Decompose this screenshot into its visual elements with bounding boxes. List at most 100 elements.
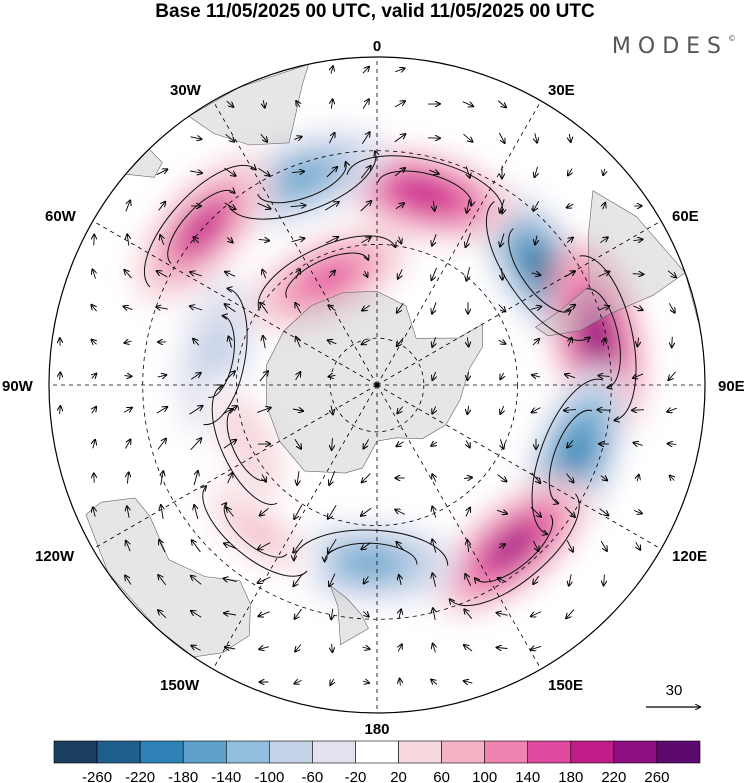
wind-arrow	[158, 202, 166, 211]
wind-arrow	[603, 339, 604, 346]
colorbar-tick-label: 100	[472, 769, 497, 783]
streamline	[215, 503, 288, 558]
wind-arrow	[296, 270, 300, 279]
lon-label-90w: 90W	[2, 378, 34, 395]
wind-arrow	[258, 576, 271, 583]
wind-arrow	[92, 340, 97, 345]
lon-label-150e: 150E	[548, 677, 583, 694]
wind-arrow	[463, 478, 472, 479]
wind-arrow	[222, 406, 237, 415]
wind-arrow	[433, 608, 435, 620]
wind-arrow	[633, 443, 643, 446]
colorbar-tick-label: -100	[254, 769, 284, 783]
wind-arrow	[465, 574, 472, 587]
streamline	[257, 235, 395, 311]
wind-arrow	[637, 475, 639, 482]
wind-arrow	[361, 542, 371, 550]
wind-arrow	[156, 307, 168, 309]
wind-arrow	[637, 337, 638, 347]
wind-arrow	[600, 476, 607, 481]
wind-arrow	[363, 439, 369, 448]
colorbar-swatch	[527, 740, 572, 764]
wind-arrow	[258, 168, 269, 175]
wind-arrow	[667, 408, 677, 412]
wind-arrow	[295, 303, 302, 314]
wind-arrow	[293, 573, 303, 586]
colorbar-tick-label: 20	[390, 769, 407, 783]
colorbar-swatch	[355, 740, 399, 764]
wind-arrow	[123, 408, 132, 413]
wind-arrow	[464, 645, 473, 652]
wind-arrow	[533, 540, 538, 551]
colorbar-swatch	[53, 740, 98, 764]
colorbar-tick-label: 220	[601, 769, 626, 783]
anomaly-pos-australia	[238, 512, 275, 545]
wind-arrow	[431, 680, 438, 685]
meridian-line	[212, 100, 378, 386]
meridian-line	[376, 384, 662, 550]
wind-arrow	[535, 133, 537, 142]
wind-streamlines	[143, 142, 637, 607]
wind-arrow	[361, 507, 372, 516]
wind-arrow	[500, 199, 505, 212]
wind-arrow	[295, 644, 302, 652]
wind-arrow	[223, 578, 237, 581]
wind-arrow	[566, 473, 573, 483]
streamline	[586, 288, 621, 387]
wind-arrow	[394, 168, 405, 177]
wind-arrow	[259, 371, 268, 382]
wind-arrow	[502, 268, 503, 279]
wind-arrow	[227, 473, 233, 484]
wind-arrow	[125, 440, 131, 449]
wind-arrow	[362, 611, 368, 616]
colorbar-swatch	[312, 740, 356, 764]
wind-arrow	[466, 508, 470, 517]
wind-arrow	[500, 405, 504, 414]
wind-arrow	[496, 510, 507, 513]
wind-arrow	[93, 440, 95, 449]
wind-arrow	[158, 610, 167, 619]
streamline	[579, 255, 637, 421]
wind-arrow	[566, 238, 573, 243]
land-south-america	[534, 190, 701, 337]
wind-arrow	[468, 371, 469, 380]
lon-label-120e: 120E	[672, 548, 707, 565]
wind-arrow	[362, 473, 371, 483]
wind-arrow	[467, 405, 468, 414]
latitude-circle	[329, 337, 425, 433]
wind-arrow	[432, 234, 437, 245]
wind-arrow	[633, 306, 642, 310]
wind-arrow	[429, 170, 438, 174]
wind-arrow	[535, 166, 538, 177]
anomaly-pos-atlantic	[398, 180, 451, 208]
wind-arrow	[466, 440, 470, 448]
streamline	[208, 316, 235, 398]
wind-arrow	[567, 204, 574, 207]
wind-arrow	[497, 648, 508, 649]
anomaly-neg-indian	[204, 334, 227, 379]
wind-arrow	[531, 273, 541, 275]
vector-reference: 30	[646, 682, 700, 707]
wind-arrow	[362, 305, 371, 310]
wind-arrow	[328, 133, 334, 144]
latitude-circle	[236, 244, 518, 526]
wind-arrow	[127, 472, 128, 484]
wind-arrow	[224, 202, 236, 210]
wind-arrow	[464, 681, 473, 683]
wind-arrow	[223, 440, 236, 449]
wind-arrow	[296, 101, 300, 108]
wind-arrow	[91, 305, 97, 312]
wind-arrow	[598, 272, 610, 277]
land-africa	[188, 63, 310, 146]
wind-arrow	[397, 302, 404, 313]
colorbar-swatch	[225, 740, 270, 764]
wind-arrow	[291, 238, 305, 241]
wind-arrow	[226, 100, 234, 107]
wind-arrow	[599, 237, 608, 244]
wind-arrow	[499, 132, 504, 143]
wind-arrow	[224, 543, 237, 550]
wind-arrow	[531, 472, 541, 483]
wind-arrow	[632, 274, 644, 275]
wind-arrow	[332, 643, 333, 652]
streamline	[531, 378, 604, 534]
